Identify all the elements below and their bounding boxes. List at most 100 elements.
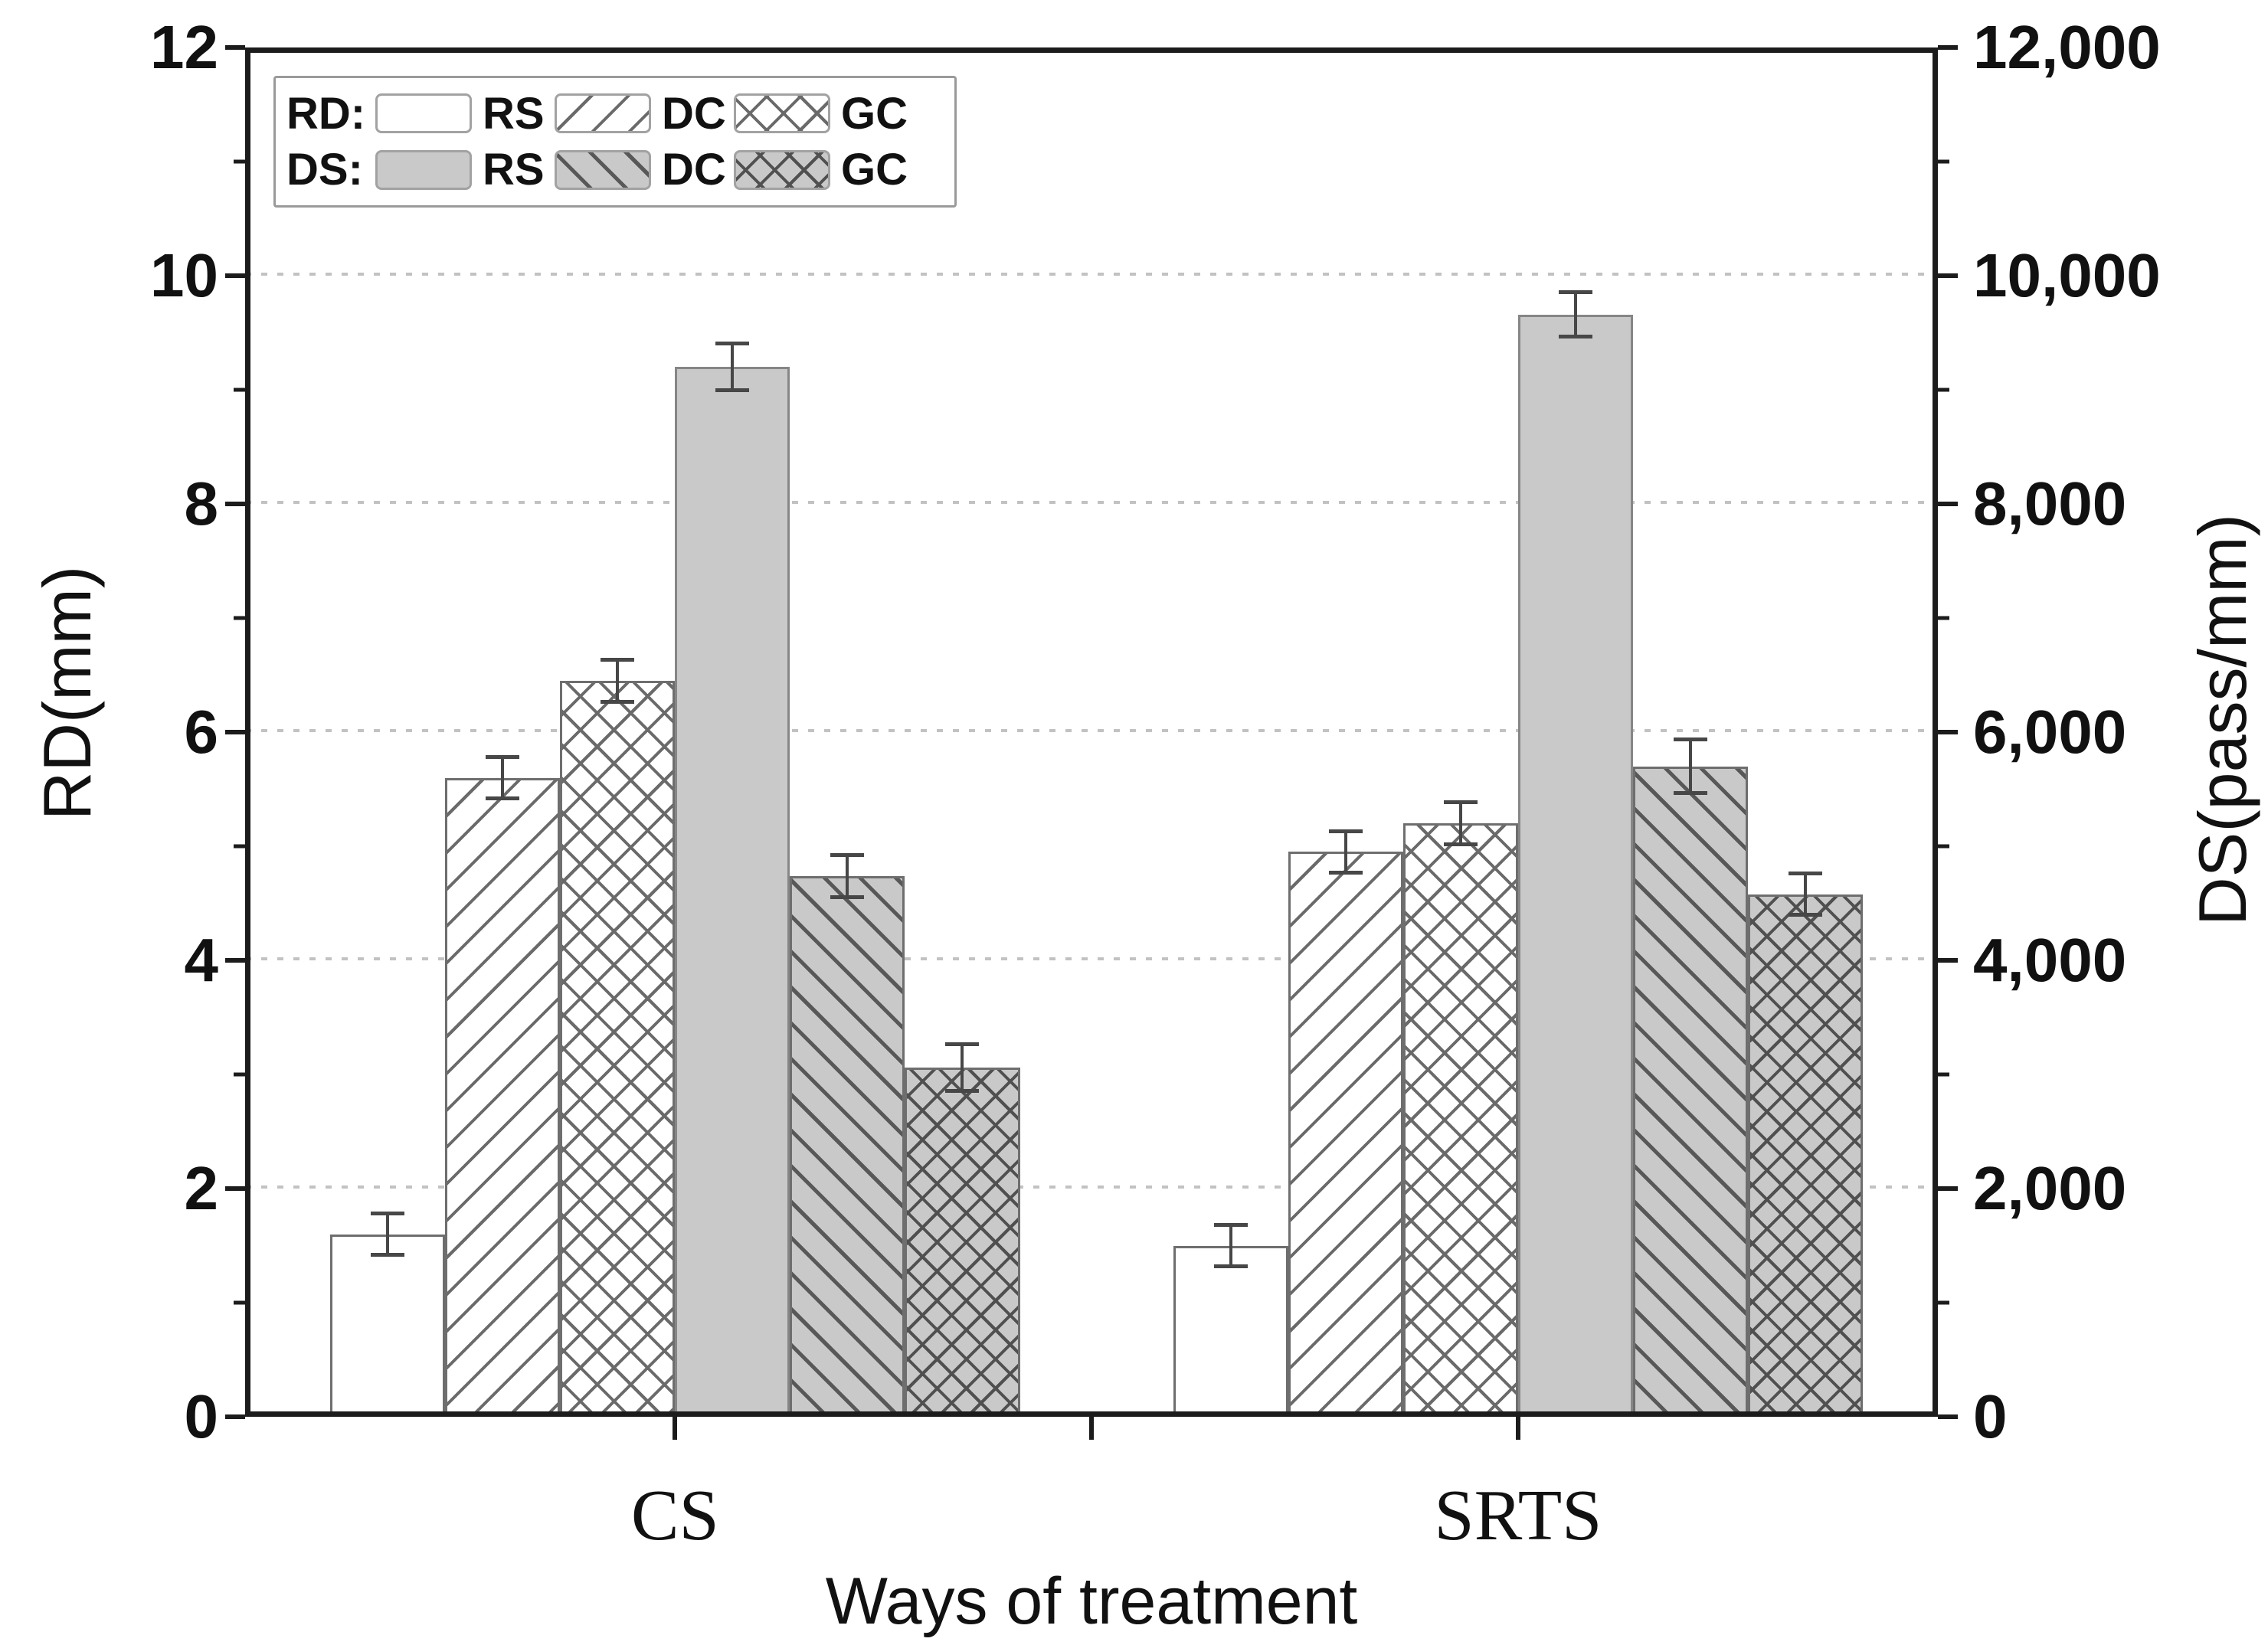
bar-srts-ds-dc (1632, 766, 1749, 1417)
error-bar-cap (486, 754, 520, 759)
error-bar-line (616, 658, 620, 704)
error-bar-cap (1213, 1264, 1248, 1269)
error-bar-cap (1558, 334, 1592, 338)
error-bar-line (501, 754, 505, 801)
error-bar-line (1458, 800, 1462, 846)
legend-item-rd-rs: RS (375, 88, 545, 139)
right-axis-tick-label: 0 (1973, 1382, 2008, 1450)
left-axis-minor-tick-9 (234, 388, 245, 392)
left-axis-tick-label: 10 (150, 241, 218, 309)
error-bar-cs-ds-gc (945, 1042, 980, 1093)
error-bar-cap (1213, 1222, 1248, 1227)
bar-srts-ds-gc (1748, 894, 1864, 1417)
left-axis-minor-tick-3 (234, 1072, 245, 1077)
error-bar-srts-ds-gc (1789, 871, 1823, 917)
gridline-4 (245, 957, 1938, 961)
legend-swatch-gray-diagonal (555, 149, 651, 190)
right-axis-minor-tick-9000 (1938, 388, 1949, 392)
error-bar-cap (1789, 871, 1823, 875)
legend-item-label: DC (662, 145, 726, 195)
left-axis-tick-label: 6 (184, 698, 219, 766)
error-bar-line (386, 1211, 390, 1257)
legend-item-label: DC (662, 88, 726, 139)
error-bar-cap (486, 796, 520, 801)
legend-prefix-rd: RD: (286, 88, 366, 139)
legend-swatch-gray-solid (375, 149, 472, 190)
left-axis-minor-tick-5 (234, 844, 245, 849)
legend-item-rd-gc: GC (734, 88, 908, 139)
error-bar-cap (1674, 790, 1707, 795)
right-axis-major-tick-12000 (1938, 45, 1958, 50)
bar-cs-rd-rs (330, 1234, 446, 1417)
left-axis-tick-label: 2 (184, 1154, 219, 1222)
error-bar-srts-rd-dc (1328, 829, 1363, 875)
right-axis-tick-label: 2,000 (1973, 1154, 2127, 1222)
error-bar-cap (601, 699, 635, 704)
left-axis-major-tick-10 (225, 273, 245, 278)
error-bar-cap (715, 342, 750, 346)
category-label-srts: SRTS (1434, 1476, 1602, 1555)
y-axis-title-right: DS(pass/mm) (2185, 514, 2260, 926)
bar-srts-rd-gc (1402, 823, 1518, 1417)
error-bar-cap (715, 388, 750, 392)
error-bar-srts-ds-dc (1674, 737, 1707, 795)
left-axis-minor-tick-1 (234, 1300, 245, 1305)
bar-cs-rd-gc (560, 680, 676, 1417)
right-axis-major-tick-6000 (1938, 730, 1958, 734)
error-bar-cap (601, 658, 635, 662)
legend-item-ds-rs: RS (375, 144, 545, 195)
legend-row-rd: RD: RS DC GC (286, 88, 944, 139)
error-bar-cap (945, 1042, 980, 1047)
legend-item-rd-dc: DC (555, 88, 726, 139)
right-axis-major-tick-4000 (1938, 958, 1958, 963)
error-bar-cap (945, 1088, 980, 1093)
error-bar-line (846, 852, 849, 899)
gridline-2 (245, 1186, 1938, 1189)
legend-swatch-white-crosshatch (734, 93, 830, 134)
left-axis-major-tick-2 (225, 1186, 245, 1191)
error-bar-cap (1558, 290, 1592, 295)
legend: RD: RS DC GC DS: RS DC GC (273, 76, 957, 208)
right-axis-tick-label: 10,000 (1973, 241, 2161, 309)
left-axis-tick-label: 0 (184, 1382, 219, 1450)
bar-cs-ds-dc (790, 875, 905, 1417)
x-axis-tick-0 (673, 1417, 678, 1440)
error-bar-line (961, 1042, 964, 1093)
right-axis-major-tick-8000 (1938, 501, 1958, 506)
error-bar-cs-ds-rs (715, 342, 750, 392)
y-axis-title-left: RD(mm) (29, 565, 105, 821)
left-axis-major-tick-6 (225, 730, 245, 734)
right-axis-tick-label: 12,000 (1973, 13, 2161, 81)
bar-srts-rd-rs (1173, 1245, 1288, 1417)
bar-cs-ds-gc (905, 1068, 1020, 1417)
error-bar-srts-ds-rs (1558, 290, 1592, 338)
right-axis-minor-tick-11000 (1938, 159, 1949, 164)
left-axis-major-tick-8 (225, 501, 245, 506)
bar-srts-rd-dc (1288, 852, 1403, 1417)
error-bar-srts-rd-rs (1213, 1222, 1248, 1269)
right-axis-minor-tick-3000 (1938, 1072, 1949, 1077)
error-bar-cs-rd-rs (371, 1211, 405, 1257)
right-axis-minor-tick-1000 (1938, 1300, 1949, 1305)
gridline-8 (245, 501, 1938, 505)
left-axis-tick-label: 12 (150, 13, 218, 81)
x-axis-tick-1 (1089, 1417, 1094, 1440)
right-axis-tick-label: 6,000 (1973, 698, 2127, 766)
right-axis-major-tick-2000 (1938, 1186, 1958, 1191)
left-axis-major-tick-0 (225, 1414, 245, 1419)
error-bar-cs-ds-dc (830, 852, 865, 899)
legend-item-label: RS (483, 88, 545, 139)
legend-item-label: GC (841, 88, 908, 139)
gridline-6 (245, 729, 1938, 732)
bar-cs-ds-rs (675, 367, 790, 1417)
left-axis-major-tick-4 (225, 957, 245, 963)
legend-item-ds-dc: DC (555, 144, 726, 195)
legend-item-label: GC (841, 145, 908, 195)
left-axis-tick-label: 4 (184, 926, 219, 994)
right-axis-major-tick-10000 (1938, 273, 1958, 278)
error-bar-cap (1789, 913, 1823, 917)
gridline-10 (245, 273, 1938, 276)
legend-item-label: RS (483, 145, 545, 195)
legend-prefix-ds: DS: (286, 145, 363, 195)
right-axis-minor-tick-7000 (1938, 616, 1949, 620)
